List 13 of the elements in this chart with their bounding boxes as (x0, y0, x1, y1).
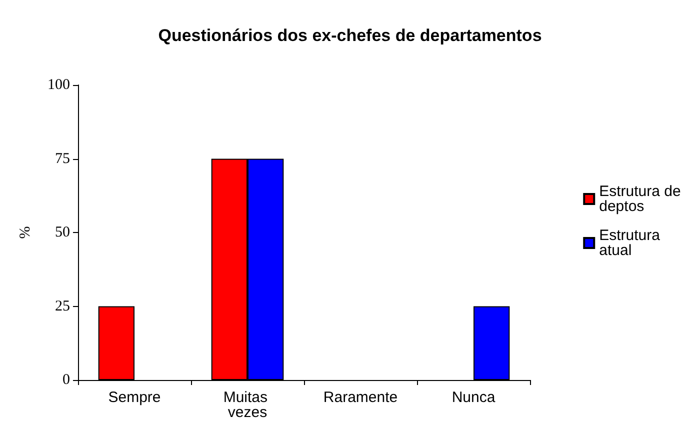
chart-title: Questionários dos ex-chefes de departamentos (158, 26, 542, 45)
y-tick-label: 25 (55, 298, 70, 314)
legend-label: Estrutura atual (599, 227, 664, 259)
y-axis-title: % (18, 226, 34, 239)
x-tick-label: Raramente (323, 389, 398, 406)
y-tick-label: 0 (62, 372, 70, 388)
y-tick-label: 100 (48, 77, 70, 93)
y-tick-label: 75 (55, 150, 70, 167)
x-tick-label: Nunca (452, 389, 496, 406)
legend-label: Estrutura de deptos (599, 183, 686, 215)
x-tick-label: Sempre (108, 389, 161, 406)
y-tick-label: 50 (55, 224, 70, 240)
x-tick-label: Muitas vezes (223, 389, 272, 421)
